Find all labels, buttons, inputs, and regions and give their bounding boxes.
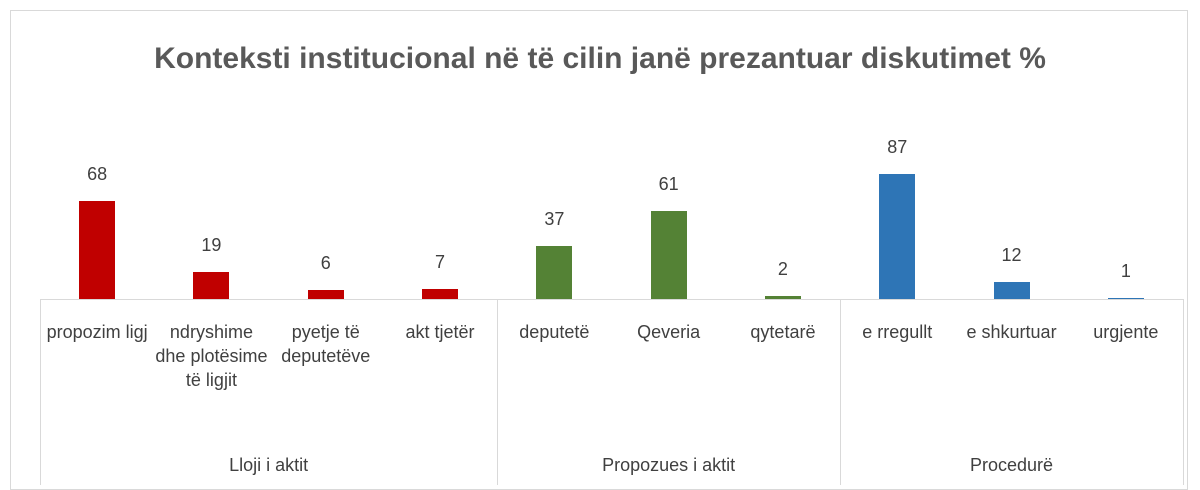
bar <box>307 290 344 299</box>
bar <box>764 296 801 299</box>
value-label: 87 <box>887 137 908 157</box>
bar <box>650 211 687 299</box>
bar <box>79 201 116 299</box>
category-label: e shkurtuar <box>966 322 1057 342</box>
category-label: pyetje të deputetëve <box>281 322 371 366</box>
category-label: deputetë <box>519 322 590 342</box>
category-label: Qeveria <box>637 322 701 342</box>
bar <box>536 245 573 299</box>
x-axis-line <box>40 299 1183 300</box>
group-divider <box>497 299 499 485</box>
group-divider <box>40 299 41 485</box>
category-label: ndryshime dhe plotësime të ligjit <box>155 322 268 390</box>
value-label: 19 <box>201 234 222 255</box>
category-label: e rregullt <box>862 322 933 342</box>
chart-title: Konteksti institucional në të cilin janë… <box>154 42 1046 75</box>
bar <box>193 271 230 299</box>
value-label: 7 <box>435 251 446 272</box>
value-label: 1 <box>1120 260 1131 281</box>
category-label: propozim ligj <box>46 322 148 342</box>
category-label: qytetarë <box>750 322 816 342</box>
category-label: urgjente <box>1093 322 1159 342</box>
value-label: 2 <box>777 259 788 280</box>
value-label: 6 <box>320 253 331 274</box>
bar <box>879 174 916 299</box>
value-label: 61 <box>658 174 679 195</box>
group-label: Propozues i aktit <box>602 455 736 475</box>
bar <box>993 281 1030 299</box>
bar <box>1107 297 1144 299</box>
value-label: 68 <box>87 164 108 185</box>
value-label: 37 <box>544 208 565 229</box>
group-divider <box>840 299 842 485</box>
group-label: Procedurë <box>970 455 1054 475</box>
value-label: 12 <box>1001 244 1022 265</box>
category-label: akt tjetër <box>405 322 475 342</box>
group-divider <box>1183 299 1184 485</box>
bar <box>422 288 459 299</box>
group-label: Lloji i aktit <box>229 455 309 475</box>
